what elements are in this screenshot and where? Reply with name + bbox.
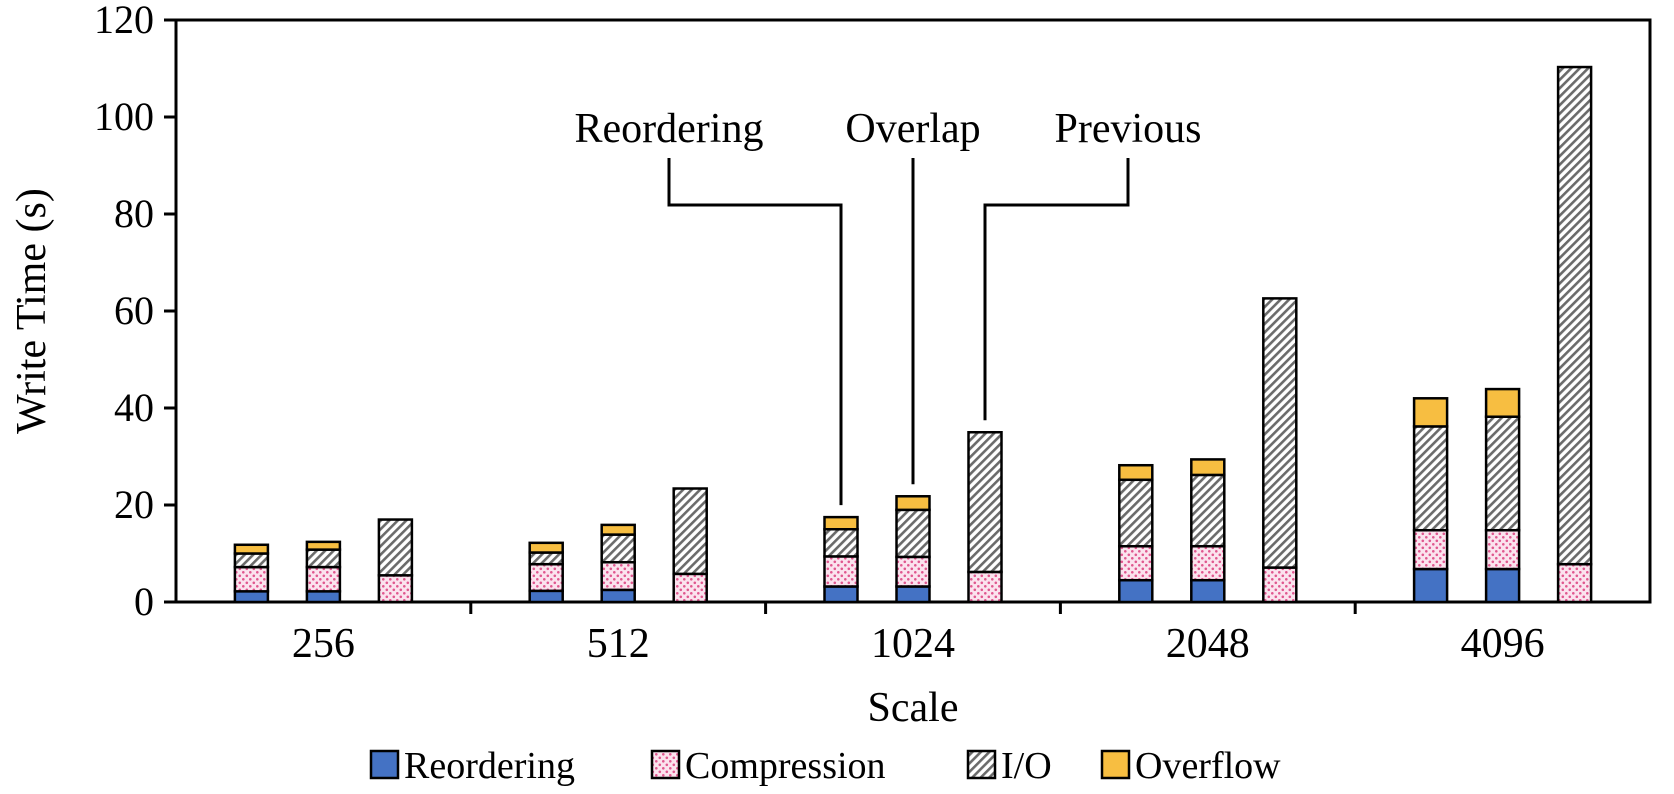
bar-overlap-512-compression bbox=[600, 560, 636, 592]
bar-overlap-256-i-o bbox=[305, 548, 342, 569]
bar-previous-4096-i-o bbox=[1556, 65, 1593, 566]
callout-label-overlap: Overlap bbox=[845, 106, 980, 152]
x-tick-label: 2048 bbox=[1166, 621, 1250, 667]
bar-previous-256-i-o bbox=[377, 518, 414, 577]
bar-groups bbox=[233, 65, 1593, 604]
legend-item-overflow: Overflow bbox=[1100, 745, 1281, 787]
bar-reordering-4096-i-o bbox=[1412, 425, 1449, 532]
y-tick-label: 40 bbox=[114, 385, 154, 430]
y-axis: 0 20 40 60 80 100 120 bbox=[94, 0, 176, 624]
bar-overlap-2048-overflow bbox=[1190, 458, 1226, 477]
legend-swatch-i-o bbox=[966, 749, 997, 780]
bar-overlap-1024-i-o bbox=[895, 508, 931, 559]
bar-overlap-4096-overflow bbox=[1484, 387, 1521, 418]
bar-reordering-2048-compression bbox=[1118, 544, 1154, 582]
bar-reordering-2048-i-o bbox=[1118, 478, 1154, 548]
bar-previous-1024-i-o bbox=[967, 431, 1003, 574]
callout-label-reordering: Reordering bbox=[575, 106, 764, 152]
legend-label-compression: Compression bbox=[685, 745, 886, 787]
bar-group-512 bbox=[528, 487, 708, 604]
bar-previous-512-i-o bbox=[672, 487, 708, 576]
bar-previous-2048-compression bbox=[1262, 566, 1298, 604]
legend-label-reordering: Reordering bbox=[404, 745, 575, 787]
bar-reordering-4096-reordering bbox=[1412, 567, 1449, 604]
bar-reordering-256-overflow bbox=[233, 543, 270, 555]
y-tick-label: 20 bbox=[114, 482, 154, 527]
bar-overlap-256-overflow bbox=[305, 540, 342, 551]
bar-overlap-512-i-o bbox=[600, 533, 636, 564]
bar-reordering-4096-overflow bbox=[1412, 397, 1449, 428]
legend-label-overflow: Overflow bbox=[1135, 745, 1281, 787]
bar-reordering-512-compression bbox=[528, 562, 564, 593]
callout-line-reordering bbox=[667, 158, 843, 506]
callout-annotations: Reordering Overlap Previous bbox=[575, 106, 1202, 506]
bar-overlap-2048-reordering bbox=[1190, 578, 1226, 604]
bar-group-1024 bbox=[823, 431, 1003, 604]
bar-group-2048 bbox=[1118, 297, 1298, 604]
bar-group-256 bbox=[233, 518, 414, 604]
x-tick-label: 256 bbox=[292, 621, 355, 667]
legend-item-reordering: Reordering bbox=[369, 745, 575, 787]
bar-reordering-2048-overflow bbox=[1118, 463, 1154, 482]
bar-reordering-1024-compression bbox=[823, 555, 859, 588]
bar-overlap-4096-i-o bbox=[1484, 415, 1521, 532]
bar-group-4096 bbox=[1412, 65, 1593, 604]
bar-overlap-4096-reordering bbox=[1484, 567, 1521, 604]
y-tick-label: 80 bbox=[114, 191, 154, 236]
bar-reordering-256-reordering bbox=[233, 590, 270, 604]
bar-reordering-512-i-o bbox=[528, 551, 564, 566]
bar-reordering-1024-overflow bbox=[823, 515, 859, 531]
bar-previous-2048-i-o bbox=[1262, 297, 1298, 569]
bar-reordering-4096-compression bbox=[1412, 528, 1449, 571]
x-tick-label: 512 bbox=[587, 621, 650, 667]
bar-overlap-512-reordering bbox=[600, 588, 636, 604]
y-tick-label: 0 bbox=[134, 579, 154, 624]
bar-overlap-2048-i-o bbox=[1190, 473, 1226, 548]
bar-overlap-1024-compression bbox=[895, 555, 931, 588]
y-tick-label: 60 bbox=[114, 288, 154, 333]
bar-overlap-1024-reordering bbox=[895, 585, 931, 604]
legend-swatch-reordering bbox=[369, 749, 400, 780]
legend-swatch-compression bbox=[650, 749, 681, 780]
x-axis-title: Scale bbox=[868, 685, 959, 731]
bar-overlap-1024-overflow bbox=[895, 495, 931, 512]
callout-line-previous bbox=[983, 158, 1130, 421]
bar-overlap-512-overflow bbox=[600, 523, 636, 536]
bar-reordering-256-compression bbox=[233, 565, 270, 593]
legend-item-i-o: I/O bbox=[966, 745, 1052, 787]
legend-label-i-o: I/O bbox=[1001, 745, 1052, 787]
bar-reordering-1024-i-o bbox=[823, 528, 859, 558]
bar-overlap-4096-compression bbox=[1484, 528, 1521, 571]
bar-reordering-512-reordering bbox=[528, 589, 564, 604]
y-tick-label: 120 bbox=[94, 0, 154, 42]
bar-previous-512-compression bbox=[672, 572, 708, 604]
bar-overlap-256-reordering bbox=[305, 590, 342, 604]
y-tick-label: 100 bbox=[94, 94, 154, 139]
bar-overlap-2048-compression bbox=[1190, 544, 1226, 582]
bar-previous-1024-compression bbox=[967, 570, 1003, 604]
bar-reordering-512-overflow bbox=[528, 541, 564, 554]
y-axis-title: Write Time (s) bbox=[9, 188, 55, 434]
x-axis: 256 512 1024 2048 4096 bbox=[292, 602, 1545, 667]
x-tick-label: 4096 bbox=[1461, 621, 1545, 667]
bar-previous-4096-compression bbox=[1556, 562, 1593, 604]
callout-label-previous: Previous bbox=[1055, 106, 1202, 152]
legend-swatch-overflow bbox=[1100, 749, 1131, 780]
bar-reordering-2048-reordering bbox=[1118, 578, 1154, 604]
bar-reordering-256-i-o bbox=[233, 552, 270, 569]
legend-item-compression: Compression bbox=[650, 745, 886, 787]
bar-reordering-1024-reordering bbox=[823, 585, 859, 604]
legend: Reordering Compression I/O Overflow bbox=[369, 745, 1281, 787]
bar-previous-256-compression bbox=[377, 574, 414, 604]
x-tick-label: 1024 bbox=[871, 621, 955, 667]
bar-overlap-256-compression bbox=[305, 565, 342, 593]
